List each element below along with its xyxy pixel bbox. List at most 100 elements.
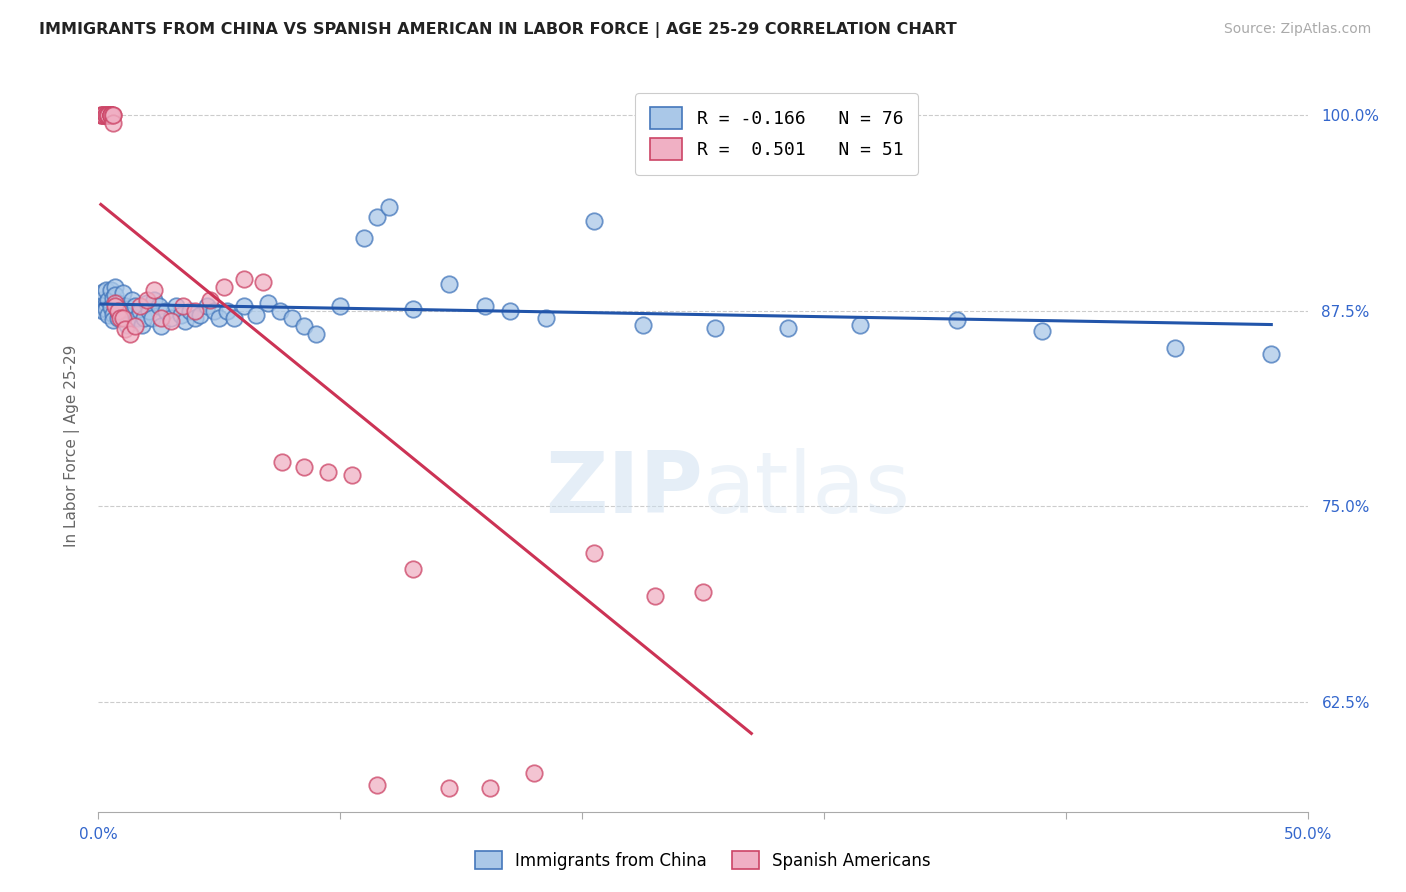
Point [583,546,606,560]
Point [97,108,120,122]
Point [534,311,557,326]
Point [135,293,157,307]
Point [91,108,114,122]
Point [174,314,197,328]
Point [256,295,278,310]
Point [107,295,129,310]
Point [117,318,139,332]
Point [124,319,146,334]
Point [94,301,117,316]
Point [184,303,207,318]
Point [114,322,136,336]
Text: atlas: atlas [703,449,911,532]
Point [118,301,141,316]
Point [631,318,654,332]
Point [212,280,235,294]
Point [155,303,177,318]
Point [1260,347,1282,361]
Point [402,562,425,576]
Point [188,308,211,322]
Y-axis label: In Labor Force | Age 25-29: In Labor Force | Age 25-29 [63,345,80,547]
Point [100,301,122,315]
Point [101,313,124,327]
Point [94,108,117,122]
Point [94,108,117,122]
Point [644,589,666,603]
Point [195,299,218,313]
Point [111,301,134,316]
Point [402,301,425,316]
Point [204,303,226,318]
Point [131,318,153,332]
Point [124,299,146,313]
Point [91,303,114,318]
Point [128,303,150,318]
Point [108,308,131,322]
Point [97,293,120,307]
Point [97,108,120,122]
Point [134,311,156,326]
Point [1031,324,1053,338]
Point [281,311,304,326]
Point [269,303,291,318]
Point [121,293,143,307]
Point [148,299,170,313]
Point [222,311,245,326]
Point [776,320,799,334]
Point [94,283,117,297]
Point [91,108,114,122]
Point [329,299,352,313]
Point [366,210,388,224]
Point [107,303,129,318]
Point [305,326,328,341]
Point [101,291,124,305]
Point [94,108,117,122]
Point [377,200,399,214]
Point [108,311,131,326]
Point [252,276,274,290]
Point [366,778,388,792]
Point [100,108,122,122]
Legend: Immigrants from China, Spanish Americans: Immigrants from China, Spanish Americans [468,845,938,877]
Point [91,285,114,299]
Text: IMMIGRANTS FROM CHINA VS SPANISH AMERICAN IN LABOR FORCE | AGE 25-29 CORRELATION: IMMIGRANTS FROM CHINA VS SPANISH AMERICA… [39,22,957,38]
Text: ZIP: ZIP [546,449,703,532]
Point [111,286,134,301]
Point [704,320,727,334]
Point [316,465,339,479]
Point [342,467,364,482]
Point [172,299,194,313]
Point [271,455,294,469]
Point [583,214,606,228]
Point [100,108,122,122]
Point [90,108,112,122]
Text: Source: ZipAtlas.com: Source: ZipAtlas.com [1223,22,1371,37]
Point [232,299,254,313]
Point [117,301,139,316]
Point [353,231,375,245]
Point [474,299,496,313]
Point [165,299,187,313]
Point [135,295,157,310]
Point [100,283,122,297]
Point [292,319,315,334]
Point [100,108,122,122]
Point [90,301,112,316]
Point [479,781,502,796]
Point [143,293,166,307]
Point [90,293,112,307]
Point [740,111,762,125]
Point [107,311,129,326]
Point [111,311,134,326]
Point [100,108,122,122]
Point [104,280,127,294]
Point [692,585,714,599]
Point [138,303,160,318]
Point [437,781,460,796]
Point [101,115,124,129]
Point [232,272,254,286]
Point [150,311,173,326]
Point [128,299,150,313]
Point [104,288,127,302]
Point [184,311,207,326]
